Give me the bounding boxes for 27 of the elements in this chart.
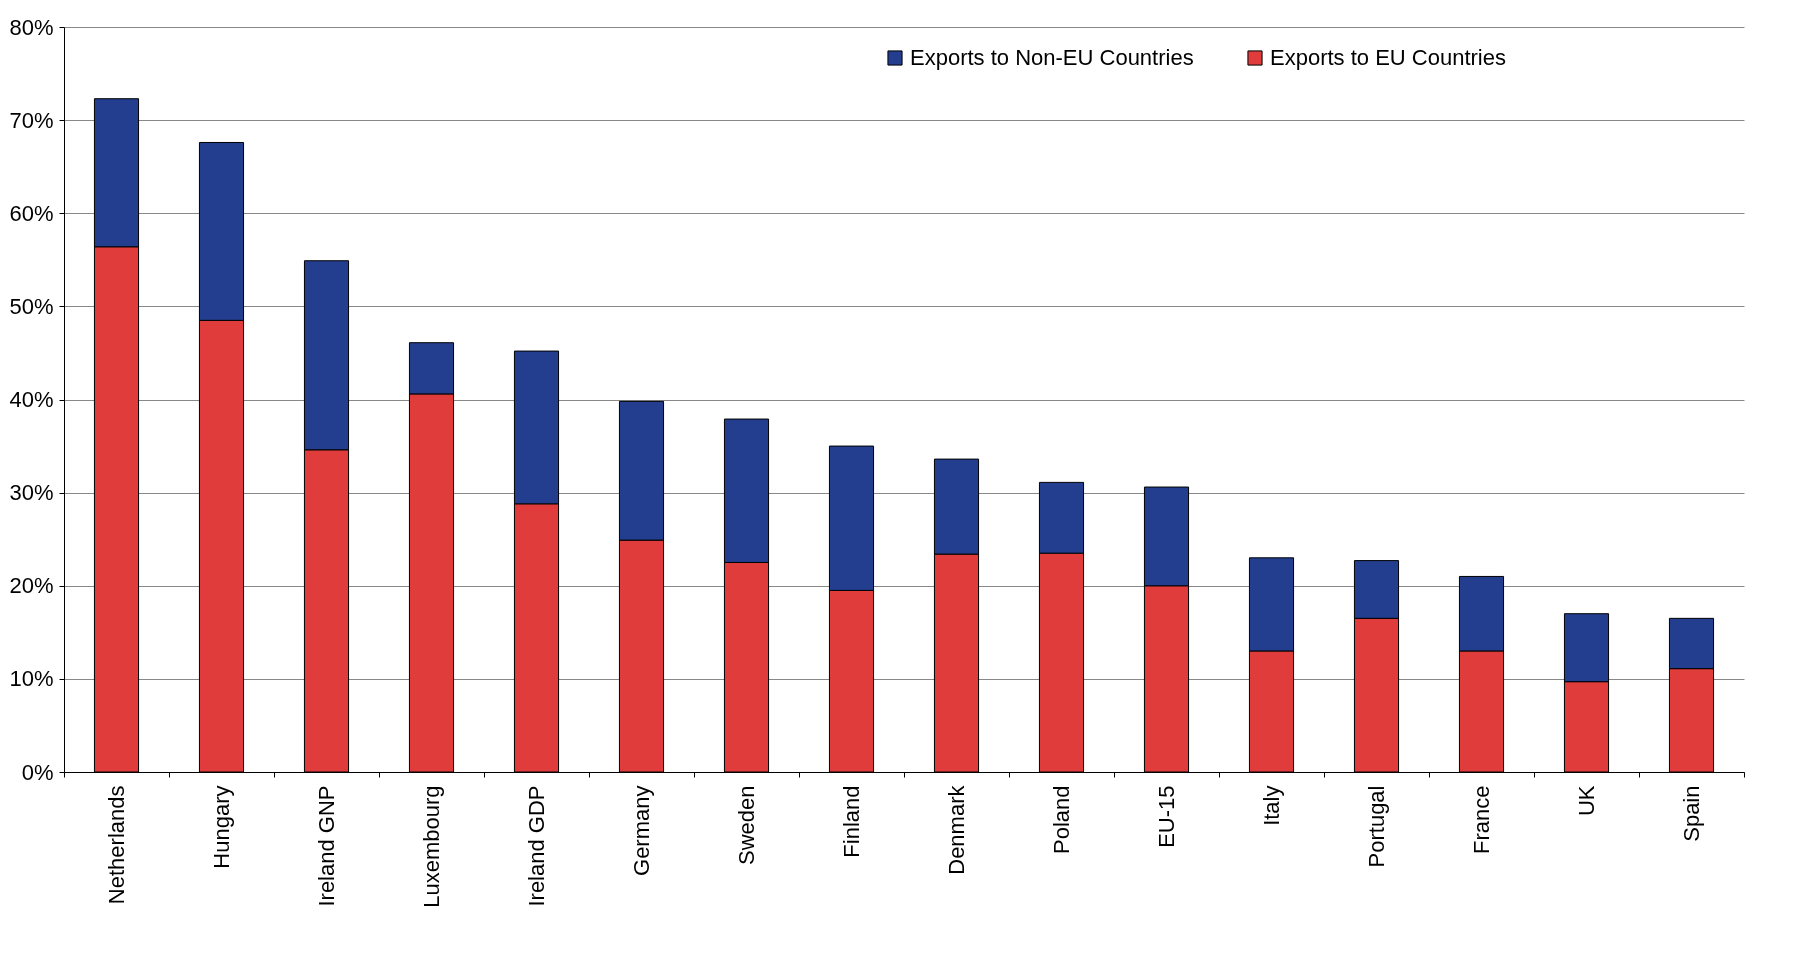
y-tick-label: 80% [9, 14, 54, 40]
x-tick-label: Denmark [944, 784, 969, 875]
x-tick-label: Portugal [1364, 785, 1389, 868]
y-tick-label: 70% [9, 107, 54, 133]
y-tick-label: 60% [9, 200, 54, 226]
x-tick-label: Finland [839, 785, 864, 858]
x-tick-label: UK [1574, 785, 1599, 817]
x-tick-label: Netherlands [104, 785, 129, 905]
y-tick-label: 20% [9, 573, 54, 599]
x-tick-label: Spain [1679, 785, 1704, 842]
x-tick-label: Luxembourg [419, 785, 444, 908]
x-tick-label: Ireland GNP [314, 785, 339, 907]
x-tick-label: EU-15 [1154, 785, 1179, 848]
y-tick-label: 40% [9, 387, 54, 412]
y-tick-label: 50% [9, 293, 54, 319]
legend-label: Exports to EU Countries [1270, 45, 1506, 70]
y-tick-label: 10% [9, 666, 54, 692]
x-tick-label: Germany [629, 785, 654, 876]
x-tick-label: Italy [1259, 785, 1284, 826]
x-tick-label: Ireland GDP [524, 785, 549, 907]
x-tick-label: Hungary [209, 785, 234, 869]
y-tick-label: 0% [21, 759, 54, 785]
x-tick-label: France [1469, 785, 1494, 854]
x-tick-label: Sweden [734, 785, 759, 866]
x-tick-label: Poland [1049, 785, 1074, 855]
y-tick-label: 30% [9, 480, 54, 506]
legend-label: Exports to Non-EU Countries [910, 45, 1194, 70]
